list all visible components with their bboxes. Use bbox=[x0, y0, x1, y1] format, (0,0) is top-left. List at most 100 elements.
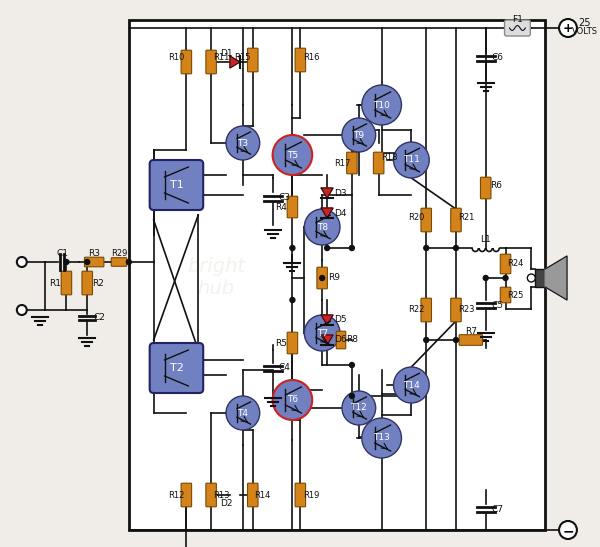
FancyBboxPatch shape bbox=[206, 50, 217, 74]
Text: T8: T8 bbox=[317, 223, 328, 231]
Text: T6: T6 bbox=[287, 395, 298, 404]
Circle shape bbox=[304, 315, 340, 351]
Circle shape bbox=[559, 521, 577, 539]
Text: T12: T12 bbox=[350, 404, 367, 412]
Text: D3: D3 bbox=[334, 189, 346, 197]
FancyBboxPatch shape bbox=[111, 258, 127, 266]
FancyBboxPatch shape bbox=[421, 208, 431, 232]
Circle shape bbox=[290, 298, 295, 302]
Text: C5: C5 bbox=[491, 300, 503, 310]
Circle shape bbox=[226, 396, 260, 430]
Polygon shape bbox=[321, 208, 333, 218]
FancyBboxPatch shape bbox=[149, 343, 203, 393]
Circle shape bbox=[304, 209, 340, 245]
FancyBboxPatch shape bbox=[129, 20, 545, 530]
Bar bbox=[535, 269, 545, 287]
Text: R9: R9 bbox=[328, 274, 340, 282]
Circle shape bbox=[290, 246, 295, 251]
Text: R12: R12 bbox=[168, 491, 185, 499]
Circle shape bbox=[362, 418, 401, 458]
Circle shape bbox=[17, 305, 27, 315]
Text: R19: R19 bbox=[303, 491, 319, 499]
Text: C2: C2 bbox=[93, 313, 105, 323]
Text: R13: R13 bbox=[213, 491, 229, 499]
FancyBboxPatch shape bbox=[481, 177, 491, 199]
Text: R14: R14 bbox=[254, 491, 271, 499]
Text: R29: R29 bbox=[111, 248, 127, 258]
Text: T3: T3 bbox=[237, 138, 248, 148]
Circle shape bbox=[325, 246, 329, 251]
FancyBboxPatch shape bbox=[295, 48, 305, 72]
FancyBboxPatch shape bbox=[287, 196, 298, 218]
Text: R20: R20 bbox=[408, 213, 425, 223]
Text: R1: R1 bbox=[50, 278, 62, 288]
Circle shape bbox=[424, 337, 429, 342]
FancyBboxPatch shape bbox=[248, 483, 258, 507]
Circle shape bbox=[64, 259, 69, 265]
Circle shape bbox=[272, 135, 312, 175]
Text: R4: R4 bbox=[275, 202, 287, 212]
Text: D1: D1 bbox=[220, 49, 232, 57]
Text: R23: R23 bbox=[458, 306, 474, 315]
Polygon shape bbox=[321, 188, 333, 198]
FancyBboxPatch shape bbox=[317, 267, 328, 289]
Circle shape bbox=[454, 246, 458, 251]
Text: −: − bbox=[562, 524, 574, 538]
Circle shape bbox=[349, 393, 355, 399]
Circle shape bbox=[226, 126, 260, 160]
FancyBboxPatch shape bbox=[248, 48, 258, 72]
FancyBboxPatch shape bbox=[149, 160, 203, 210]
Polygon shape bbox=[321, 315, 333, 325]
Text: T1: T1 bbox=[170, 180, 184, 190]
Text: T2: T2 bbox=[170, 363, 184, 373]
Text: T13: T13 bbox=[373, 434, 390, 443]
Circle shape bbox=[320, 276, 325, 281]
FancyBboxPatch shape bbox=[421, 298, 431, 322]
Text: T4: T4 bbox=[238, 409, 248, 417]
Text: R11: R11 bbox=[213, 54, 229, 62]
Text: T10: T10 bbox=[373, 101, 390, 109]
Text: R2: R2 bbox=[92, 278, 104, 288]
FancyBboxPatch shape bbox=[82, 271, 92, 295]
Text: R16: R16 bbox=[303, 53, 320, 61]
Circle shape bbox=[272, 380, 312, 420]
Circle shape bbox=[503, 276, 508, 281]
Text: R15: R15 bbox=[233, 53, 250, 61]
Text: D5: D5 bbox=[334, 316, 346, 324]
Polygon shape bbox=[321, 335, 333, 345]
Text: VOLTS: VOLTS bbox=[572, 26, 598, 36]
Circle shape bbox=[362, 85, 401, 125]
FancyBboxPatch shape bbox=[451, 298, 461, 322]
Text: T7: T7 bbox=[317, 329, 328, 337]
FancyBboxPatch shape bbox=[459, 335, 482, 345]
Polygon shape bbox=[230, 56, 240, 68]
Text: T9: T9 bbox=[353, 131, 364, 139]
Circle shape bbox=[454, 337, 458, 342]
Text: R3: R3 bbox=[88, 248, 100, 258]
Circle shape bbox=[17, 257, 27, 267]
Text: R7: R7 bbox=[465, 328, 477, 336]
Circle shape bbox=[342, 118, 376, 152]
Circle shape bbox=[483, 276, 488, 281]
Text: R6: R6 bbox=[490, 182, 502, 190]
Text: R25: R25 bbox=[507, 290, 524, 300]
FancyBboxPatch shape bbox=[500, 254, 511, 274]
Circle shape bbox=[424, 246, 429, 251]
Circle shape bbox=[349, 363, 355, 368]
FancyBboxPatch shape bbox=[61, 271, 71, 295]
Circle shape bbox=[127, 259, 131, 265]
Polygon shape bbox=[545, 256, 567, 300]
Text: D4: D4 bbox=[334, 208, 346, 218]
Text: R17: R17 bbox=[334, 159, 350, 167]
FancyBboxPatch shape bbox=[287, 332, 298, 354]
Text: C4: C4 bbox=[278, 364, 290, 373]
Text: R10: R10 bbox=[168, 54, 185, 62]
Text: L1: L1 bbox=[481, 235, 491, 243]
FancyBboxPatch shape bbox=[505, 20, 530, 36]
Text: T11: T11 bbox=[403, 155, 420, 165]
Text: +: + bbox=[563, 21, 573, 34]
FancyBboxPatch shape bbox=[206, 483, 217, 507]
FancyBboxPatch shape bbox=[451, 208, 461, 232]
Text: D2: D2 bbox=[220, 499, 232, 509]
Text: F1: F1 bbox=[512, 15, 523, 25]
